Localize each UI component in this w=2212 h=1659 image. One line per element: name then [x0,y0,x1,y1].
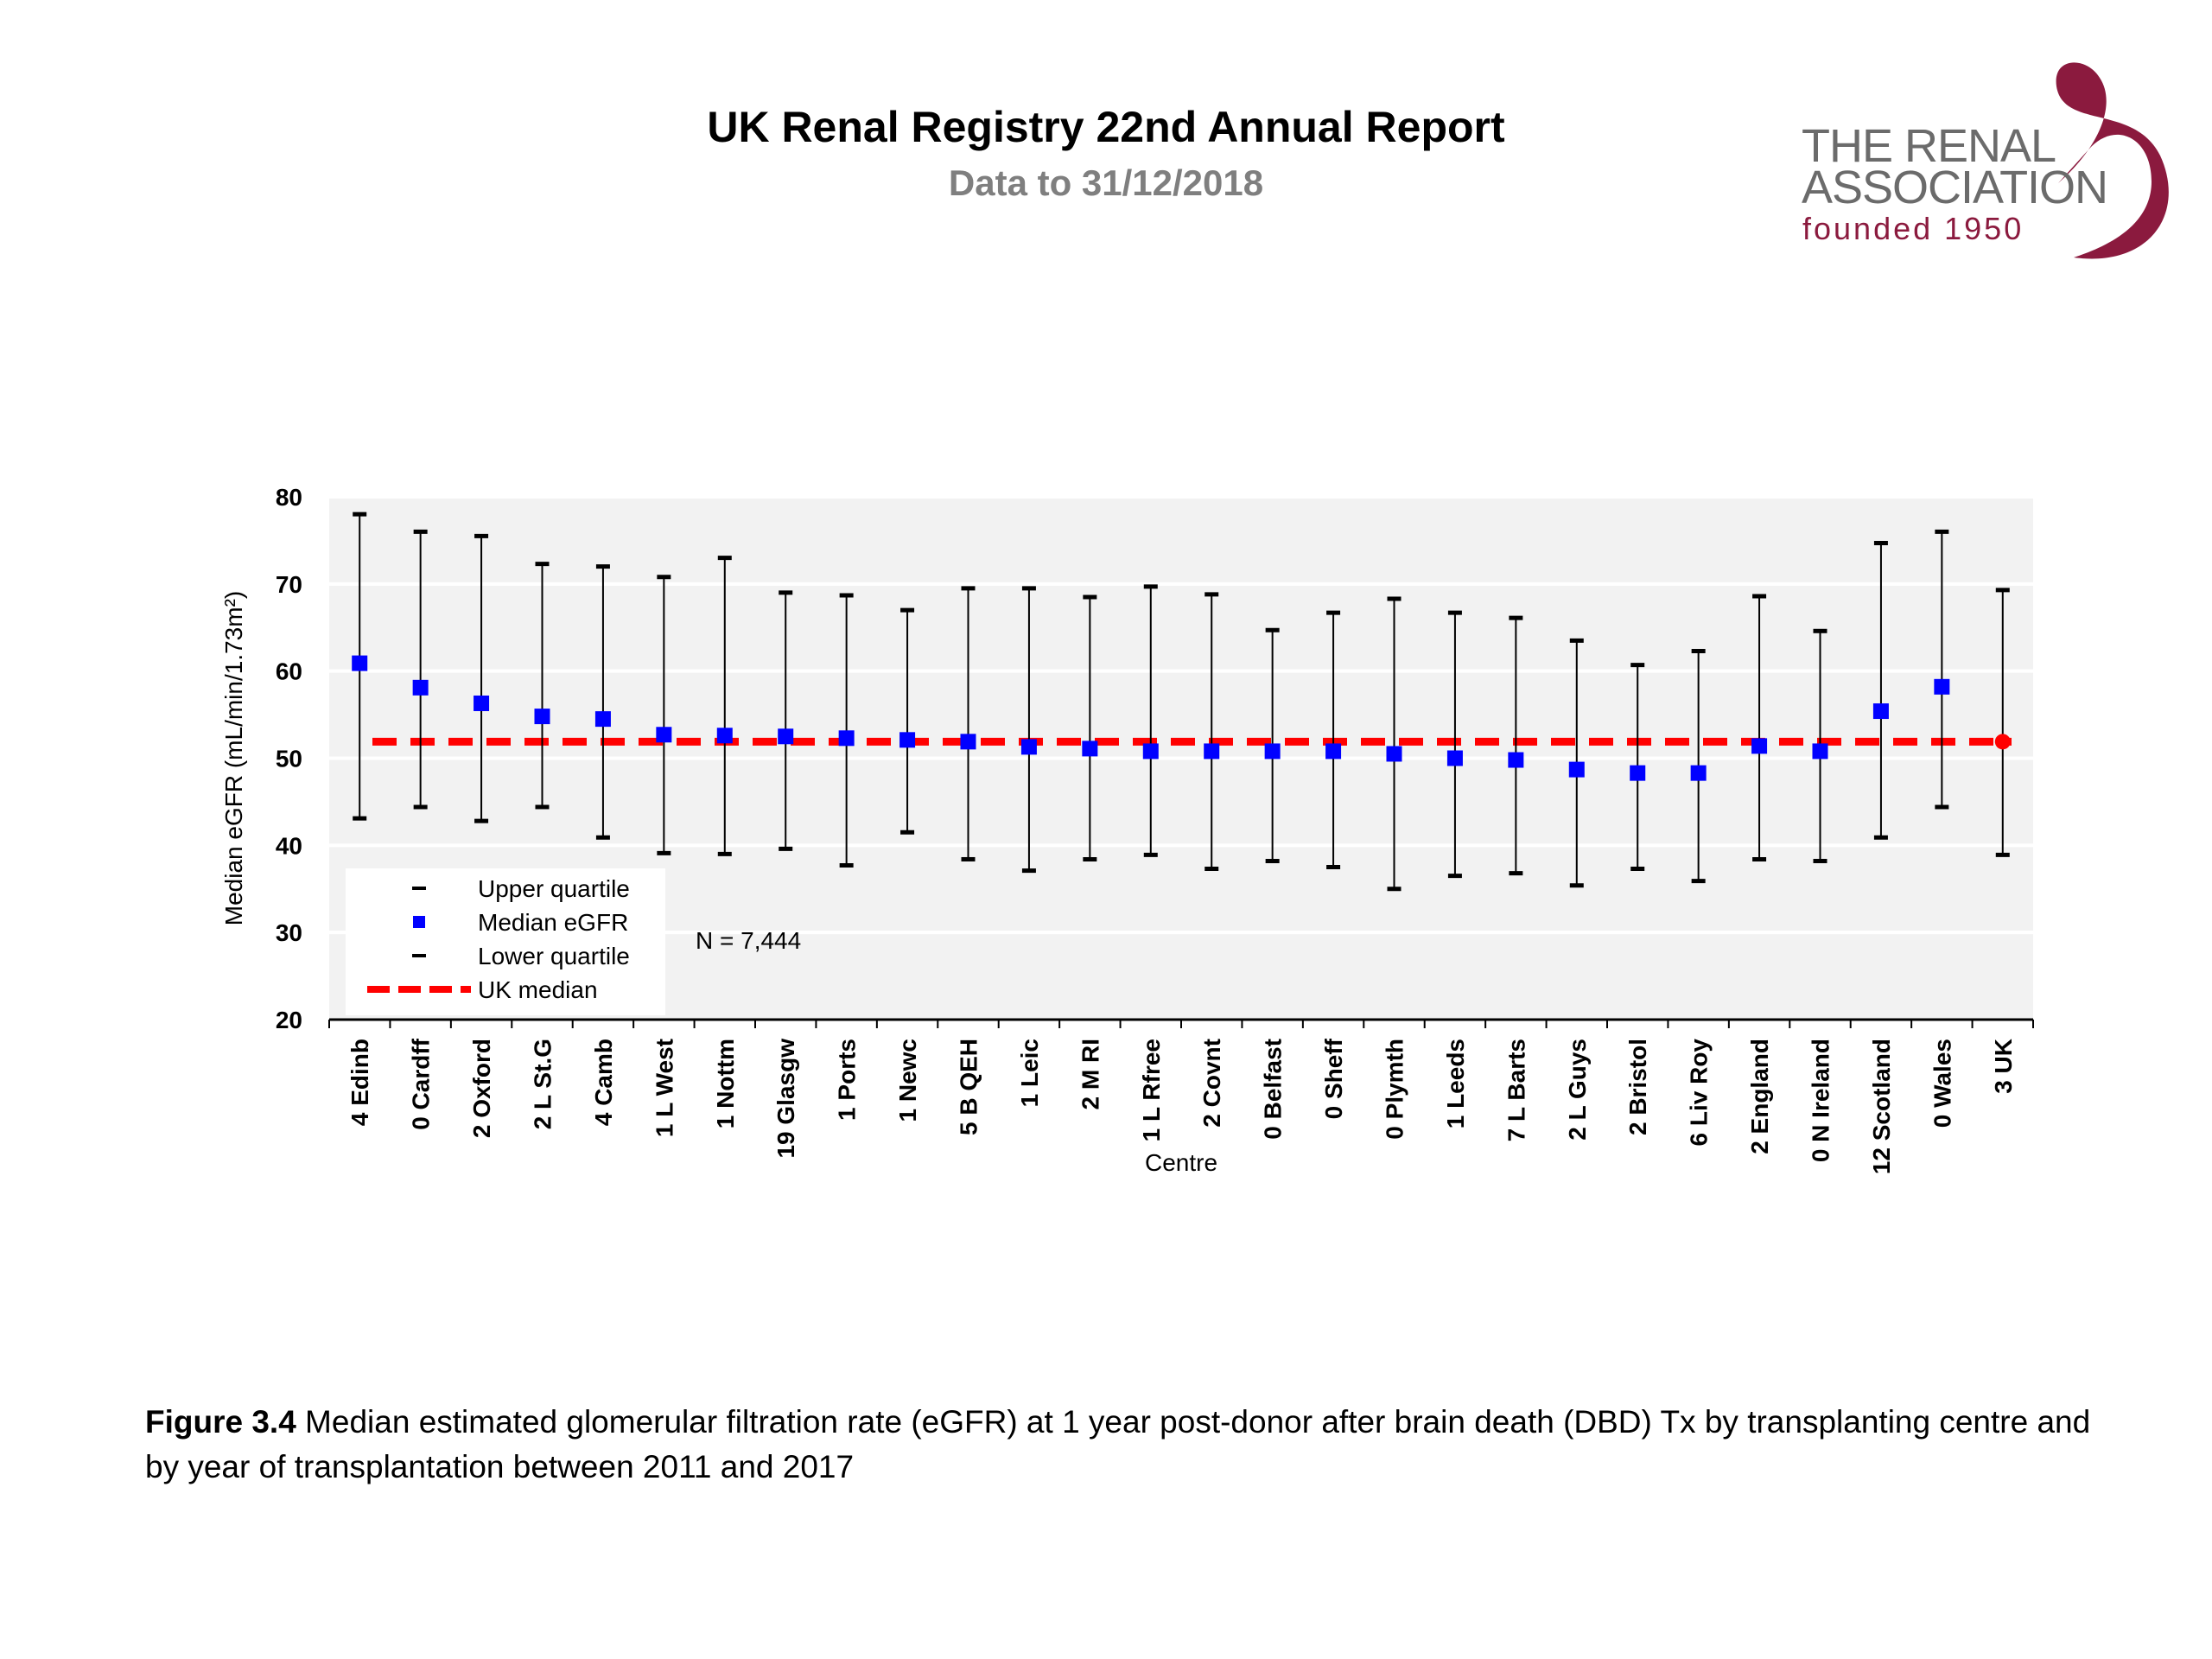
x-tick-label: 0 Cardff [408,1038,435,1129]
median-point [1508,752,1524,768]
x-tick-label: 0 Sheff [1320,1038,1347,1119]
x-tick-label: 1 L West [651,1039,677,1137]
median-point [1690,765,1707,781]
median-point [656,727,672,743]
legend-median-swatch [413,916,425,928]
x-tick-label: 1 L Rfree [1138,1039,1165,1141]
figure-caption: Figure 3.4 Median estimated glomerular f… [145,1400,2098,1490]
median-point [412,679,429,696]
y-tick-label: 40 [276,832,302,859]
figure-caption-text: Median estimated glomerular filtration r… [145,1404,2091,1484]
logo-swirl-icon [2056,62,2169,259]
x-tick-label: 0 Belfast [1260,1039,1287,1140]
median-point [1568,761,1585,778]
report-subtitle: Data to 31/12/2018 [948,162,1264,203]
median-point [352,655,368,671]
y-tick-label: 30 [276,919,302,946]
median-point [1812,743,1828,760]
median-point [960,734,976,750]
x-tick-label: 1 Leeds [1442,1039,1469,1128]
median-point [1934,678,1950,695]
median-point [1751,738,1768,754]
x-tick-label: 2 Covnt [1198,1039,1225,1128]
median-point [1204,743,1220,760]
x-tick-label: 6 Liv Roy [1686,1039,1713,1147]
x-tick-label: 2 M RI [1077,1039,1103,1109]
median-point [899,732,916,748]
y-tick-label: 20 [276,1007,302,1033]
x-tick-label: 4 Edinb [346,1039,373,1126]
x-tick-label: 5 B QEH [956,1039,982,1135]
x-tick-label: 0 N Ireland [1808,1039,1834,1162]
median-point [1020,739,1037,755]
x-tick-label: 1 Newc [894,1039,921,1122]
median-point [1082,741,1098,757]
median-point [534,709,550,725]
x-tick-label: 1 Leic [1016,1039,1043,1107]
renal-association-logo: THE RENAL ASSOCIATION founded 1950 [1789,52,2186,268]
x-tick-label: 2 L Guys [1564,1039,1591,1141]
median-point [1142,743,1159,760]
x-tick-label: 7 L Barts [1503,1039,1529,1141]
sample-size-annotation: N = 7,444 [696,927,801,954]
median-point [1872,703,1889,720]
median-point [594,711,611,728]
y-tick-label: 60 [276,658,302,685]
x-tick-label: 2 L St.G [530,1039,556,1129]
median-point [1386,746,1402,762]
median-point [1264,743,1281,760]
x-tick-label: 19 Glasgw [772,1039,799,1159]
median-point [1630,765,1646,781]
logo-line-3: founded 1950 [1802,211,2024,246]
y-tick-label: 50 [276,746,302,772]
median-point [1325,743,1342,760]
legend-label: Upper quartile [478,875,630,902]
x-tick-label: 1 Ports [834,1039,861,1121]
y-tick-label: 80 [276,484,302,511]
median-point [778,728,794,745]
logo-line-2: ASSOCIATION [1802,162,2108,213]
uk-median-point [1994,734,2011,750]
legend-label: Median eGFR [478,909,628,936]
y-axis-title: Median eGFR (mL/min/1.73m²) [220,591,247,925]
report-title: UK Renal Registry 22nd Annual Report [707,103,1505,151]
x-tick-label: 2 Oxford [468,1039,495,1138]
x-tick-label: 1 Nottm [712,1039,739,1128]
x-tick-label: 4 Camb [590,1039,617,1126]
legend-label: UK median [478,976,598,1003]
x-tick-label: 0 Wales [1929,1039,1955,1128]
median-point [474,695,490,711]
logo-line-1: THE RENAL [1802,120,2056,172]
median-point [838,730,855,747]
x-tick-label: 2 Bristol [1624,1039,1651,1135]
y-tick-label: 70 [276,571,302,598]
x-axis-title: Centre [1145,1149,1217,1176]
median-point [1446,750,1463,766]
x-tick-label: 3 UK [1990,1039,2017,1094]
figure-label: Figure 3.4 [145,1404,296,1440]
x-tick-label: 12 Scotland [1868,1039,1895,1174]
x-tick-label: 2 England [1746,1039,1773,1154]
median-point [716,728,733,744]
x-tick-label: 0 Plymth [1382,1039,1408,1140]
legend-label: Lower quartile [478,943,630,969]
